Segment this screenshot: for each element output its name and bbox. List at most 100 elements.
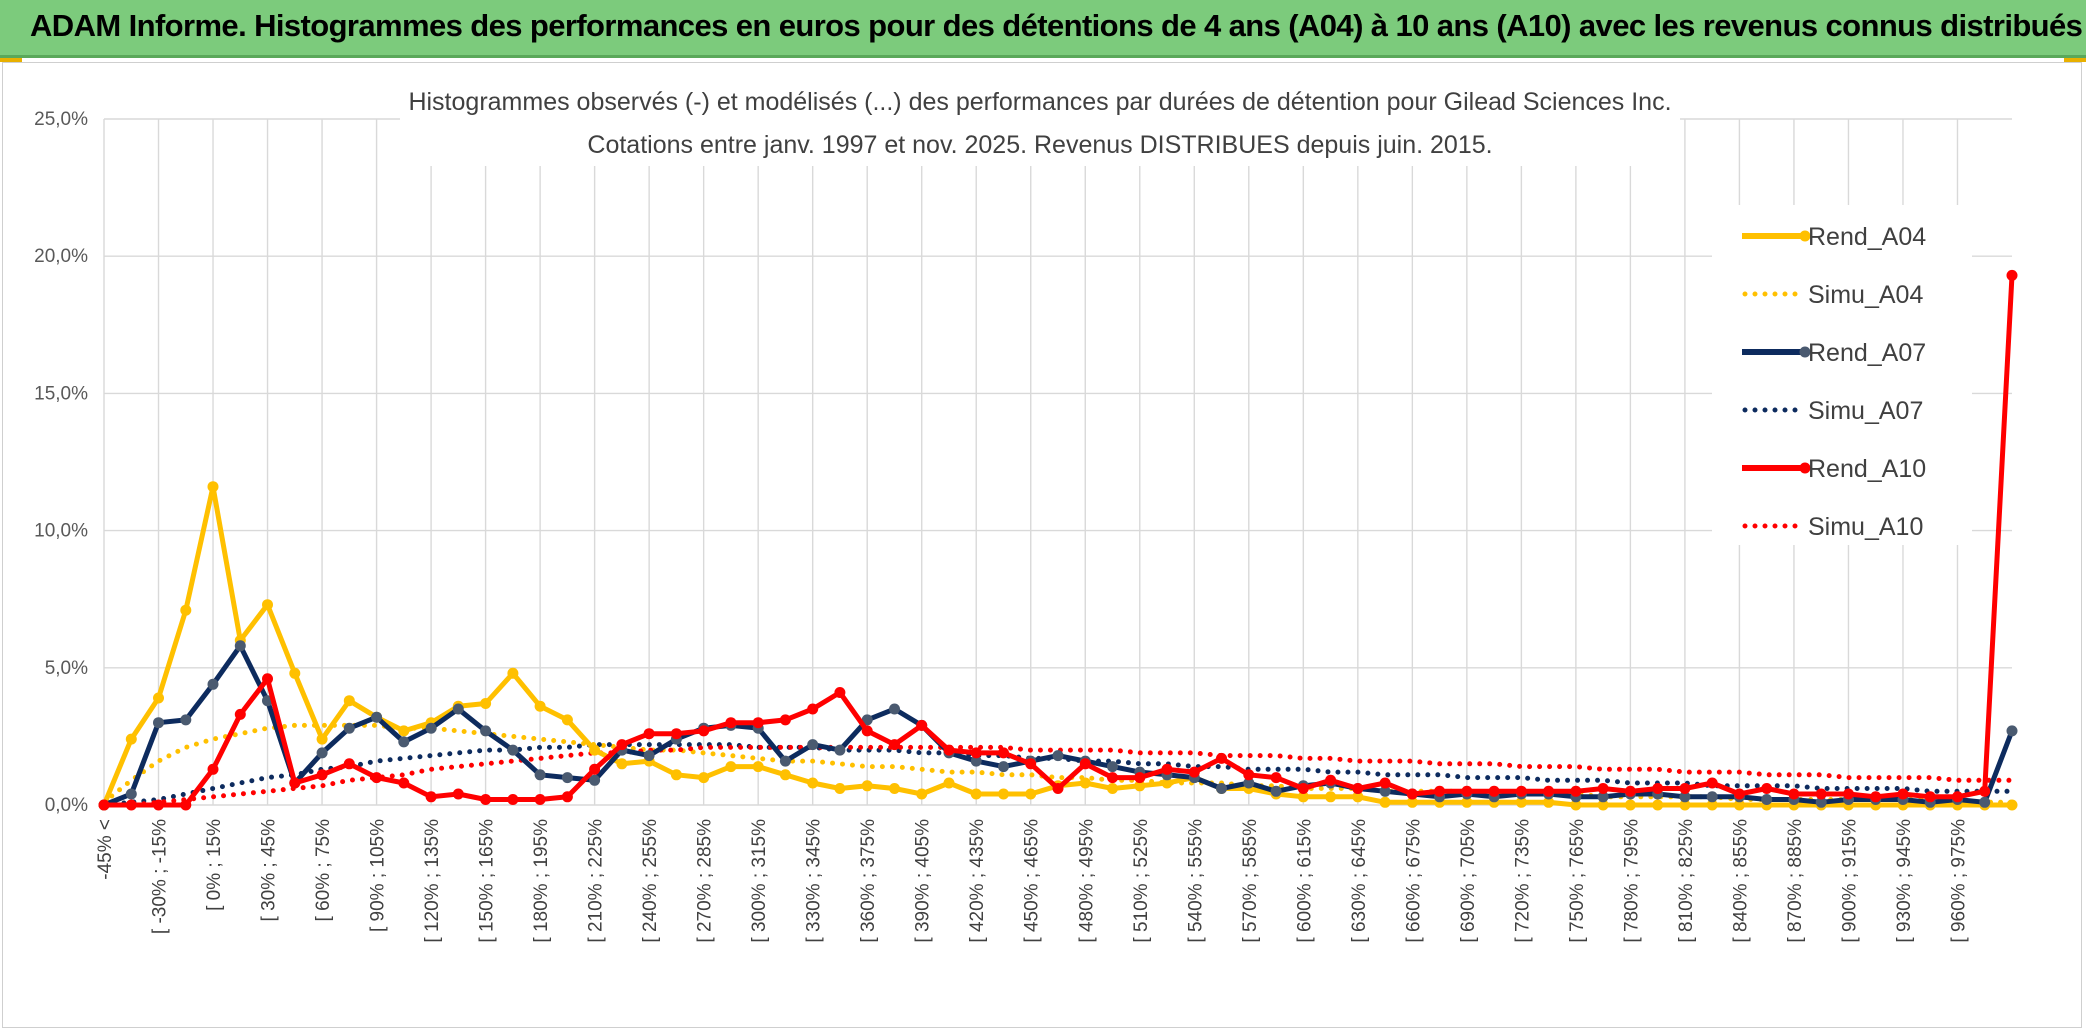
rend-a10-point — [1243, 769, 1255, 781]
rend-a04-point — [589, 744, 601, 756]
x-tick-label: [ 870% ; 885% — [1785, 819, 1806, 943]
rend-a04-point — [207, 481, 219, 493]
x-tick-label: [ 360% ; 375% — [858, 819, 879, 943]
rend-a04-point — [698, 772, 710, 784]
rend-a07-point — [998, 761, 1009, 773]
rend-a10-point — [861, 725, 873, 737]
rend-a07-point — [834, 744, 846, 756]
rend-a07-point — [153, 717, 164, 729]
legend-label-rend-a04: Rend_A04 — [1808, 223, 1926, 251]
rend-a10-point — [316, 769, 328, 781]
rend-a07-point — [398, 736, 410, 748]
rend-a10-point — [589, 763, 601, 775]
rend-a04-point — [834, 783, 846, 794]
rend-a10-point — [1079, 758, 1091, 770]
x-tick-label: [ 210% ; 225% — [586, 819, 607, 943]
legend-marker-rend-a07 — [1799, 346, 1811, 358]
legend-label-simu-a04: Simu_A04 — [1808, 281, 1923, 309]
rend-a10-point — [1706, 777, 1718, 789]
legend: Rend_A04 Simu_A04 Rend_A07 Simu_A07 Rend_A10… — [1742, 223, 1926, 541]
rend-a07-point — [1706, 791, 1718, 803]
header-banner: ADAM Informe. Histogrammes des performan… — [0, 0, 2086, 58]
rend-a10-point — [262, 673, 273, 685]
rend-a07-point — [1270, 785, 1282, 797]
x-tick-label: [ 780% ; 795% — [1621, 819, 1642, 943]
rend-a10-point — [507, 794, 519, 805]
rend-a10-point — [752, 717, 764, 729]
rend-a07-point — [1597, 791, 1609, 803]
rend-a10-point — [98, 799, 110, 811]
rend-a04-point — [125, 733, 137, 745]
rend-a10-point — [889, 739, 900, 751]
rend-a10-point — [452, 788, 464, 800]
rend-a10-point — [1733, 788, 1745, 800]
rend-a04-point — [916, 788, 928, 800]
rend-a10-point — [125, 799, 137, 811]
x-tick-label: [ 30% ; 45% — [259, 819, 280, 922]
rend-a04-point — [153, 692, 164, 704]
rend-a07-point — [125, 788, 137, 800]
rend-a07-point — [207, 678, 219, 690]
rend-a07-point — [480, 725, 492, 737]
x-tick-label: [ 330% ; 345% — [804, 819, 825, 943]
x-tick-label: [ 180% ; 195% — [531, 819, 552, 943]
rend-a10-point — [1979, 785, 1991, 797]
rend-a04-point — [1515, 796, 1527, 808]
chart-title: Histogrammes observés (-) et modélisés (… — [408, 88, 1671, 116]
rend-a07-point — [1679, 791, 1691, 803]
x-tick-label: [ 840% ; 855% — [1730, 819, 1751, 943]
rend-a10-point — [1352, 783, 1364, 794]
y-tick-label: 5,0% — [45, 658, 88, 679]
rend-a10-point — [1870, 791, 1882, 803]
rend-a07-point — [643, 750, 655, 762]
rend-a04-point — [752, 761, 764, 773]
rend-a07-point — [234, 640, 246, 652]
x-axis-tick-labels: -45% < [ -30% ; -15% [ 0% ; 15% [ 30% ; 45%… — [95, 819, 1969, 943]
rend-a04-point — [1406, 796, 1418, 808]
rend-a10-point — [1461, 785, 1473, 797]
rend-a04-point — [1679, 799, 1691, 811]
legend-marker-rend-a10 — [1799, 462, 1811, 474]
rend-a04-point — [670, 769, 682, 781]
rend-a04-point — [1652, 799, 1664, 811]
rend-a10-point — [616, 739, 628, 751]
rend-a10-point — [480, 794, 492, 805]
rend-a10-point — [1952, 791, 1963, 803]
rend-a07-point — [1243, 777, 1255, 789]
rend-a10-point — [807, 703, 819, 715]
rend-a10-point — [834, 687, 846, 698]
x-tick-label: [ 630% ; 645% — [1349, 819, 1370, 943]
rend-a10-point — [534, 794, 546, 805]
rend-a04-point — [943, 777, 955, 789]
rend-a04-point — [1597, 799, 1609, 811]
rend-a10-point — [1843, 788, 1854, 800]
rend-a07-point — [889, 703, 900, 715]
rend-a04-point — [1706, 799, 1718, 811]
rend-a10-point — [1761, 783, 1773, 794]
x-tick-label: [ 930% ; 945% — [1894, 819, 1915, 943]
rend-a07-point — [507, 744, 519, 756]
rend-a07-point — [779, 755, 791, 767]
rend-a10-point — [1188, 766, 1200, 778]
rend-a07-point — [534, 769, 546, 781]
rend-a04-point — [534, 700, 546, 712]
rend-a04-point — [1352, 791, 1364, 803]
rend-a07-point — [1815, 796, 1827, 808]
x-tick-label: [ 450% ; 465% — [1022, 819, 1043, 943]
rend-a10-point — [153, 799, 164, 811]
rend-a04-point — [289, 667, 301, 679]
rend-a10-point — [1216, 752, 1227, 764]
rend-a04-point — [807, 777, 819, 789]
rend-a10-point — [1652, 783, 1664, 794]
y-tick-label: 0,0% — [45, 795, 88, 816]
rend-a07-point — [561, 772, 573, 784]
rend-a04-point — [1733, 799, 1745, 811]
legend-marker-rend-a04 — [1799, 230, 1811, 242]
rend-a07-point — [180, 714, 192, 726]
x-tick-label: [ 900% ; 915% — [1839, 819, 1860, 943]
rend-a04-point — [1325, 791, 1337, 803]
rend-a04-point — [561, 714, 573, 726]
rend-a10-point — [943, 744, 955, 756]
rend-a07-point — [2006, 725, 2018, 737]
